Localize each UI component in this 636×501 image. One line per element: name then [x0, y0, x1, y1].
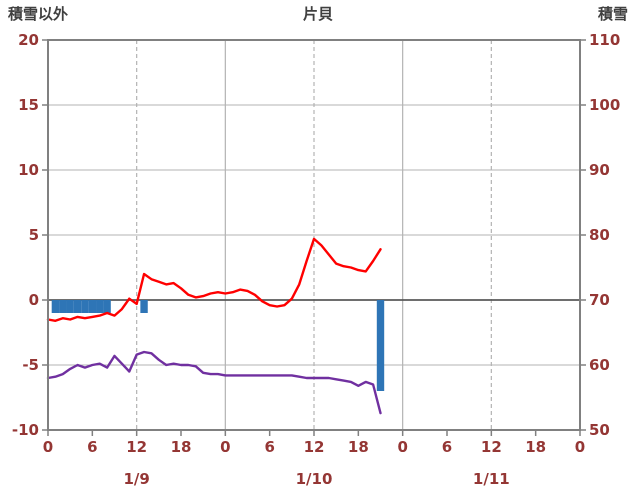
hour-tick-label: 0	[397, 438, 407, 456]
right-tick-label: 80	[589, 226, 610, 244]
right-tick-label: 50	[589, 421, 610, 439]
right-axis-title: 積雪	[597, 5, 628, 23]
hour-tick-label: 12	[481, 438, 502, 456]
hour-tick-label: 12	[304, 438, 325, 456]
right-tick-label: 110	[589, 31, 620, 49]
bar	[96, 300, 104, 313]
blue-bars-series	[51, 300, 385, 391]
hour-tick-label: 18	[525, 438, 546, 456]
hour-tick-label: 0	[575, 438, 585, 456]
right-tick-label: 60	[589, 356, 610, 374]
left-axis-title: 積雪以外	[8, 5, 69, 23]
bar	[103, 300, 111, 313]
bar	[51, 300, 60, 313]
left-tick-label: 15	[18, 96, 39, 114]
date-label: 1/11	[473, 470, 510, 488]
right-tick-label: 90	[589, 161, 610, 179]
hour-tick-label: 0	[43, 438, 53, 456]
bar	[59, 300, 67, 313]
bar	[376, 300, 385, 391]
hour-tick-label: 18	[348, 438, 369, 456]
hour-tick-label: 6	[442, 438, 452, 456]
left-tick-label: -10	[12, 421, 39, 439]
date-label: 1/9	[123, 470, 149, 488]
hour-tick-label: 18	[171, 438, 192, 456]
date-label: 1/10	[296, 470, 333, 488]
bar	[88, 300, 97, 313]
bar	[140, 300, 148, 313]
right-tick-label: 70	[589, 291, 610, 309]
bar	[66, 300, 74, 313]
bar	[73, 300, 82, 313]
red-line-series	[46, 237, 382, 322]
left-tick-label: 20	[18, 31, 39, 49]
right-tick-label: 100	[589, 96, 620, 114]
hour-tick-label: 6	[87, 438, 97, 456]
purple-line-series	[46, 350, 382, 415]
left-tick-label: -5	[22, 356, 39, 374]
left-tick-label: 5	[29, 226, 39, 244]
left-tick-label: 10	[18, 161, 39, 179]
bar	[81, 300, 89, 313]
hour-tick-label: 6	[264, 438, 274, 456]
left-tick-label: 0	[29, 291, 39, 309]
hour-tick-label: 12	[126, 438, 147, 456]
hour-tick-label: 0	[220, 438, 230, 456]
